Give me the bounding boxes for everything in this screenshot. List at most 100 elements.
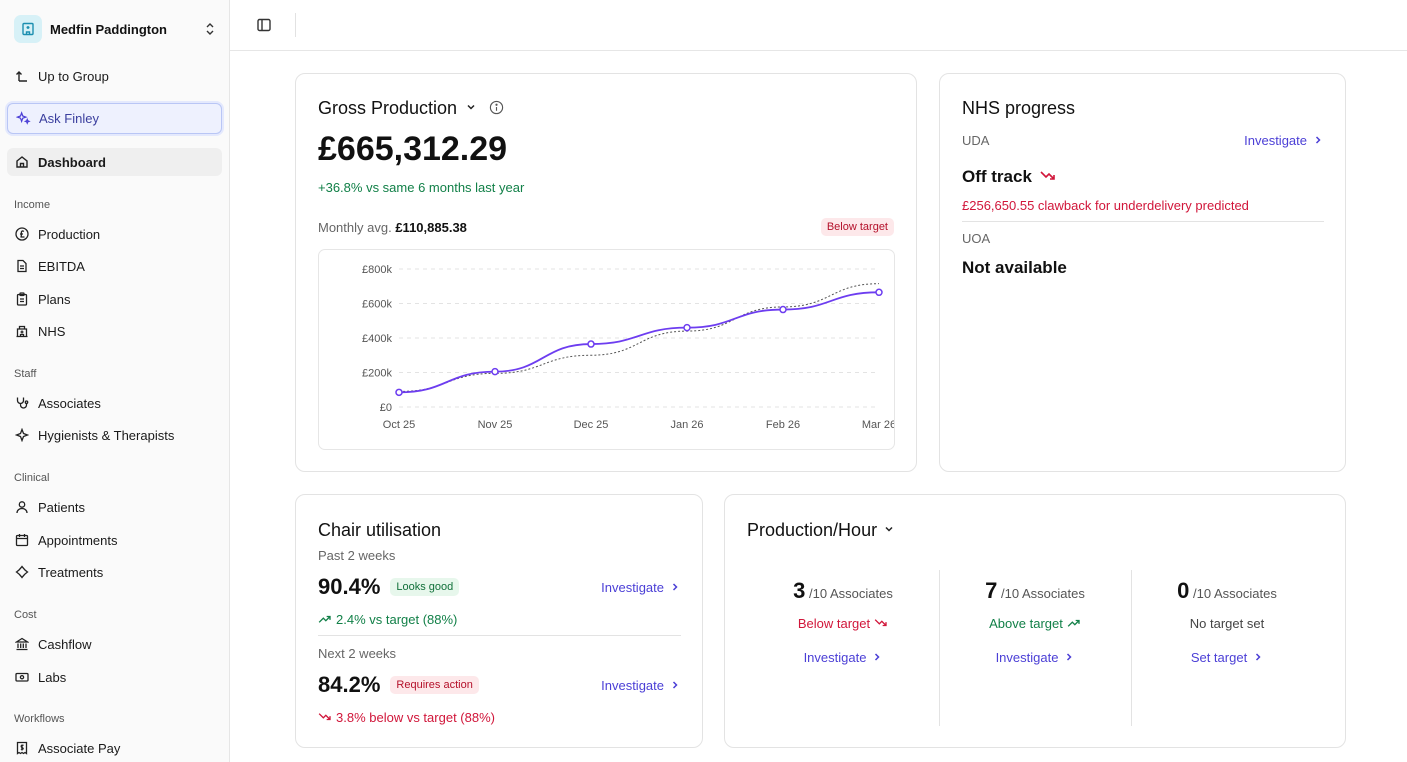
past-period-label: Past 2 weeks (318, 548, 396, 563)
divider (1131, 570, 1132, 726)
sparkle-icon (14, 427, 30, 443)
past-change: 2.4% vs target (88%) (318, 612, 457, 627)
gross-production-value: £665,312.29 (318, 130, 508, 168)
x-tick-label: Nov 25 (478, 419, 513, 431)
x-tick-label: Feb 26 (766, 419, 800, 431)
next-investigate-link[interactable]: Investigate (601, 678, 680, 693)
up-to-group-label: Up to Group (38, 68, 109, 84)
clawback-warning: £256,650.55 clawback for underdelivery p… (962, 198, 1249, 213)
chevron-right-icon (872, 650, 882, 665)
monthly-average-value: £110,885.38 (395, 220, 467, 235)
chevron-down-icon[interactable] (883, 523, 895, 538)
chevron-down-icon[interactable] (465, 101, 477, 116)
below-investigate-link[interactable]: Investigate (747, 650, 939, 665)
sidebar-item-label: Associate Pay (38, 740, 121, 756)
trending-up-icon (318, 612, 332, 627)
set-target-link[interactable]: Set target (1131, 650, 1323, 665)
sidebar-item-label: Production (38, 226, 101, 242)
ask-finley-button[interactable]: Ask Finley (7, 103, 222, 134)
chair-utilisation-card: Chair utilisation Past 2 weeks 90.4% Loo… (295, 494, 703, 748)
link-label: Investigate (1244, 133, 1307, 148)
uoa-label: UOA (962, 231, 991, 246)
clinic-icon (14, 15, 42, 43)
gross-production-title: Gross Production (318, 98, 458, 118)
nav-section-workflows: Workflows (14, 713, 65, 725)
data-point (587, 340, 595, 348)
sidebar-item-plans[interactable]: Plans (7, 285, 222, 313)
up-to-group-link[interactable]: Up to Group (7, 62, 222, 90)
puzzle-icon (14, 564, 30, 580)
sidebar-item-labs[interactable]: Labs (7, 663, 222, 691)
next-period-label: Next 2 weeks (318, 646, 397, 661)
chevron-right-icon (670, 678, 680, 693)
sidebar-item-label: Cashflow (38, 636, 92, 652)
y-tick-label: £600k (362, 299, 392, 311)
nav-section-clinical: Clinical (14, 472, 50, 484)
production-series-line (398, 291, 880, 394)
count-total: /10 Associates (1193, 586, 1277, 601)
pound-circle-icon (14, 226, 30, 242)
hospital-icon (14, 323, 30, 339)
link-label: Set target (1190, 650, 1248, 665)
y-tick-label: £400k (362, 333, 392, 345)
sidebar-item-production[interactable]: Production (7, 220, 222, 248)
past-investigate-link[interactable]: Investigate (601, 580, 680, 595)
past-utilisation: 90.4% Looks good (318, 574, 460, 600)
sidebar-item-nhs[interactable]: NHS (7, 317, 222, 345)
sparkles-icon (15, 111, 31, 127)
production-per-hour-card: Production/Hour 3 /10 Associates Below t… (724, 494, 1346, 748)
nav-section-cost: Cost (14, 609, 37, 621)
count-value: 3 (793, 578, 806, 603)
past-change-text: 2.4% vs target (88%) (336, 612, 458, 627)
info-icon[interactable] (489, 100, 504, 118)
divider (318, 635, 681, 636)
data-point (491, 367, 499, 376)
sidebar-item-ebitda[interactable]: EBITDA (7, 252, 222, 280)
banknote-icon (14, 669, 30, 685)
count-total: /10 Associates (1001, 586, 1085, 601)
uda-investigate-link[interactable]: Investigate (1244, 133, 1323, 148)
bank-icon (14, 636, 30, 652)
sidebar-item-treatments[interactable]: Treatments (7, 558, 222, 586)
status-text: Below target (797, 616, 871, 631)
sidebar-item-associate-pay[interactable]: Associate Pay (7, 734, 222, 762)
link-label: Investigate (995, 650, 1059, 665)
clipboard-icon (14, 291, 30, 307)
chevron-right-icon (670, 580, 680, 595)
sidebar-item-label: Dashboard (38, 154, 106, 170)
user-icon (14, 499, 30, 515)
receipt-icon (14, 740, 30, 756)
nav-section-income: Income (14, 199, 51, 211)
badge-text: Below target (820, 218, 894, 236)
sidebar-item-associates[interactable]: Associates (7, 389, 222, 417)
x-tick-label: Jan 26 (670, 419, 703, 431)
count-total: /10 Associates (809, 586, 893, 601)
sidebar-item-dashboard[interactable]: Dashboard (7, 148, 222, 176)
status-text: Above target (989, 616, 1063, 631)
stethoscope-icon (14, 395, 30, 411)
chevron-right-icon (1064, 650, 1074, 665)
sidebar-item-patients[interactable]: Patients (7, 493, 222, 521)
data-point (779, 305, 787, 314)
above-investigate-link[interactable]: Investigate (939, 650, 1131, 665)
monthly-average: Monthly avg. £110,885.38 (318, 220, 467, 235)
count-value: 7 (985, 578, 998, 603)
sidebar-item-label: Appointments (38, 532, 118, 548)
chair-utilisation-title: Chair utilisation (318, 520, 442, 540)
nhs-progress-title: NHS progress (962, 98, 1076, 118)
sidebar-item-label: Plans (38, 291, 71, 307)
sidebar-item-cashflow[interactable]: Cashflow (7, 630, 222, 658)
gross-production-card: Gross Production £665,312.29 +36.8% vs s… (295, 73, 917, 472)
trending-up-icon (1067, 616, 1081, 631)
chevrons-updown-icon[interactable] (202, 21, 218, 37)
sidebar-item-label: Associates (38, 395, 101, 411)
sidebar-item-appointments[interactable]: Appointments (7, 526, 222, 554)
divider (962, 221, 1324, 222)
org-switcher[interactable]: Medfin Paddington (14, 14, 218, 44)
below-target-badge: Below target (820, 218, 894, 236)
ask-finley-label: Ask Finley (39, 111, 99, 126)
sidebar: Medfin Paddington Up to Group Ask Finley… (0, 0, 230, 762)
sidebar-toggle-icon[interactable] (256, 17, 272, 33)
sidebar-item-hygienists[interactable]: Hygienists & Therapists (7, 421, 222, 449)
calendar-icon (14, 532, 30, 548)
